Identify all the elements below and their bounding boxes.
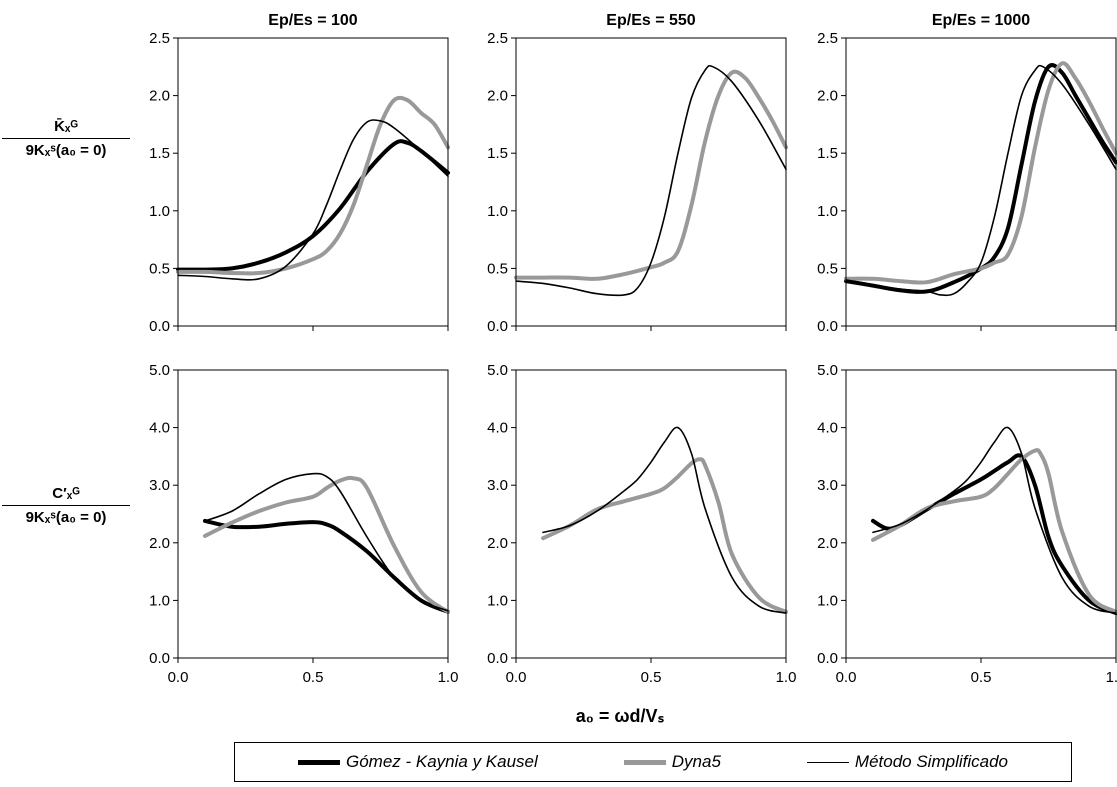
- panel-4-ytick-label: 4.0: [149, 420, 170, 437]
- panel-3-ytick-label: 0.5: [817, 260, 838, 277]
- panel-1-ytick-label: 2.0: [149, 88, 170, 105]
- panel-6-ytick-label: 4.0: [817, 420, 838, 437]
- panel-6-series-go-mez-kaynia-y-kausel: [871, 453, 1117, 616]
- panel-4-series-dyna5: [203, 475, 450, 614]
- panel-2-series-me-todo-simplificado: [515, 64, 787, 297]
- panel-4-xtick-label: 1.0: [438, 669, 459, 686]
- y-axis-label-bottom-denominator: 9Kₓˢ(a₀ = 0): [25, 509, 107, 527]
- panel-5-xtick-label: 1.0: [776, 669, 797, 686]
- panel-5-ytick-label: 1.0: [487, 592, 508, 609]
- panel-2-ytick-label: 1.0: [487, 203, 508, 220]
- panel-2-ytick-label: 2.0: [487, 88, 508, 105]
- y-axis-label-top-numerator: K̄ₓᴳ: [2, 118, 130, 140]
- panel-3-series-me-todo-simplificado: [845, 64, 1117, 297]
- panel-6-ytick-label: 5.0: [817, 362, 838, 379]
- panel-3-ytick-label: 0.0: [817, 318, 838, 335]
- legend-item-simplificado: Método Simplificado: [806, 752, 1008, 772]
- panel-5-ytick-label: 0.0: [487, 650, 508, 667]
- panel-2-series-dyna5: [514, 69, 788, 281]
- panel-3-series-dyna5: [844, 61, 1117, 285]
- panel-1-series-me-todo-simplificado: [177, 119, 449, 281]
- panel-2-ytick-label: 0.5: [487, 260, 508, 277]
- panel-4-series-go-mez-kaynia-y-kausel: [203, 518, 450, 614]
- legend-label-dyna5: Dyna5: [671, 752, 721, 771]
- panel-5-ytick-label: 5.0: [487, 362, 508, 379]
- panel-1-ytick-label: 2.5: [149, 30, 170, 47]
- panel-5-ytick-label: 2.0: [487, 535, 508, 552]
- panel-1-ytick-label: 0.5: [149, 260, 170, 277]
- panel-1-series-go-mez-kaynia-y-kausel: [176, 139, 450, 272]
- panel-3-ytick-label: 1.0: [817, 203, 838, 220]
- panel-3-title: Ep/Es = 1000: [932, 12, 1030, 29]
- panel-3-ytick-label: 2.5: [817, 30, 838, 47]
- legend: Gómez - Kaynia y Kausel Dyna5 Método Sim…: [234, 742, 1072, 782]
- panel-6-xtick-label: 0.5: [971, 669, 992, 686]
- panel-4-xtick-label: 0.0: [168, 669, 189, 686]
- panel-5-plot-area: [515, 369, 787, 659]
- panel-5-xtick-label: 0.5: [641, 669, 662, 686]
- panel-6-ytick-label: 1.0: [817, 592, 838, 609]
- panel-2-ytick-label: 2.5: [487, 30, 508, 47]
- panel-6-series-me-todo-simplificado: [872, 426, 1117, 614]
- panel-4-series-me-todo-simplificado: [204, 472, 449, 612]
- panel-3-series-go-mez-kaynia-y-kausel: [844, 63, 1117, 294]
- panel-5-ytick-label: 3.0: [487, 477, 508, 494]
- panel-5-series-dyna5: [541, 457, 788, 614]
- panel-3-ytick-label: 1.5: [817, 145, 838, 162]
- panel-3-plot-area: [845, 37, 1117, 327]
- x-axis-label: a₀ = ωd/Vₛ: [575, 706, 665, 726]
- panel-2-ytick-label: 0.0: [487, 318, 508, 335]
- panel-6-ytick-label: 0.0: [817, 650, 838, 667]
- panel-1-ytick-label: 0.0: [149, 318, 170, 335]
- panel-4-ytick-label: 0.0: [149, 650, 170, 667]
- panel-1-ytick-label: 1.0: [149, 203, 170, 220]
- y-axis-label-top-denominator: 9Kₓˢ(a₀ = 0): [25, 142, 107, 160]
- panel-4-ytick-label: 2.0: [149, 535, 170, 552]
- panel-2-title: Ep/Es = 550: [606, 12, 695, 29]
- panel-5-ytick-label: 4.0: [487, 420, 508, 437]
- panel-4-ytick-label: 5.0: [149, 362, 170, 379]
- panel-3-ytick-label: 2.0: [817, 88, 838, 105]
- panel-2-ytick-label: 1.5: [487, 145, 508, 162]
- legend-label-simplificado: Método Simplificado: [854, 752, 1008, 771]
- panel-2-plot-area: [515, 37, 787, 327]
- panel-6-plot-area: [845, 369, 1117, 659]
- legend-item-dyna5: Dyna5: [623, 752, 721, 772]
- panel-6-xtick-label: 0.0: [836, 669, 857, 686]
- y-axis-label-bottom-numerator: C′ₓᴳ: [2, 485, 130, 507]
- legend-item-gomez: Gómez - Kaynia y Kausel: [297, 752, 538, 772]
- panel-6-xtick-label: 1.0: [1106, 669, 1117, 686]
- panel-1-series-dyna5: [176, 95, 450, 276]
- y-axis-label-bottom: C′ₓᴳ 9Kₓˢ(a₀ = 0): [2, 485, 130, 527]
- panel-6-ytick-label: 3.0: [817, 477, 838, 494]
- panel-1-title: Ep/Es = 100: [268, 12, 357, 29]
- panel-4-ytick-label: 3.0: [149, 477, 170, 494]
- legend-swatch-simplificado: [806, 761, 849, 763]
- panel-5-xtick-label: 0.0: [506, 669, 527, 686]
- panel-4-ytick-label: 1.0: [149, 592, 170, 609]
- panel-6-ytick-label: 2.0: [817, 535, 838, 552]
- legend-swatch-dyna5: [623, 759, 666, 765]
- panel-4-plot-area: [177, 369, 449, 659]
- panel-5-series-me-todo-simplificado: [542, 426, 787, 614]
- y-axis-label-top: K̄ₓᴳ 9Kₓˢ(a₀ = 0): [2, 118, 130, 160]
- panel-4-xtick-label: 0.5: [303, 669, 324, 686]
- legend-label-gomez: Gómez - Kaynia y Kausel: [345, 752, 538, 771]
- panel-1-ytick-label: 1.5: [149, 145, 170, 162]
- legend-swatch-gomez: [297, 759, 340, 765]
- panel-1-plot-area: [177, 37, 449, 327]
